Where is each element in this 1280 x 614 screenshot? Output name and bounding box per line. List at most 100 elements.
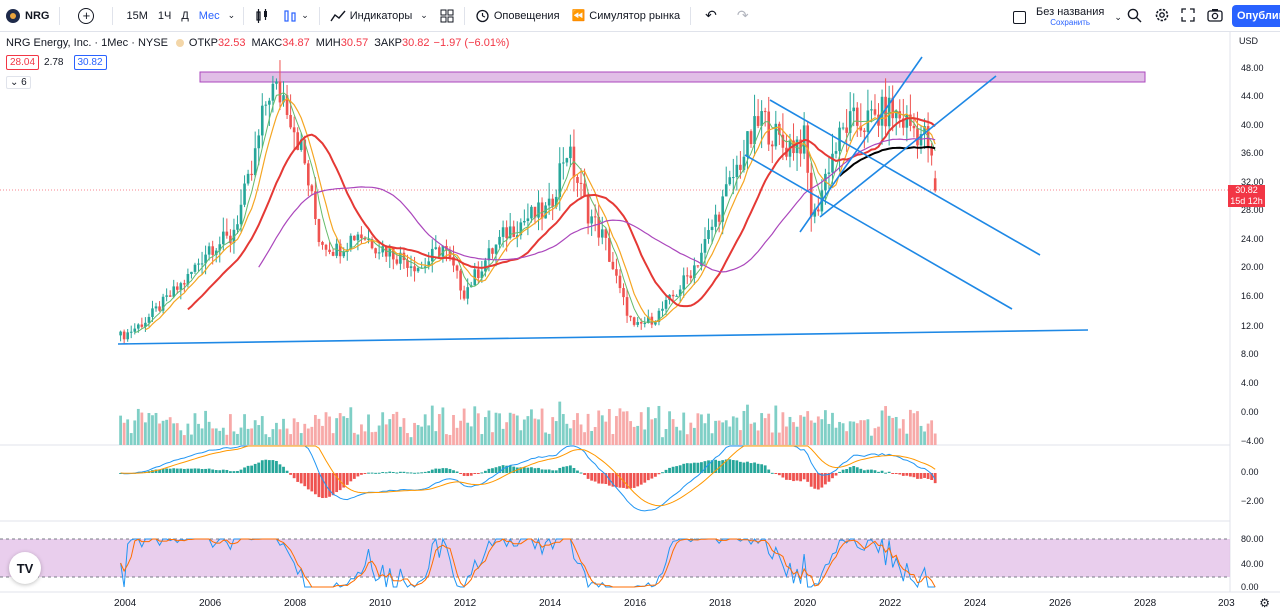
candle-body (409, 266, 413, 268)
resistance-zone[interactable] (199, 71, 1146, 83)
support-trendline[interactable] (117, 329, 1089, 345)
volume-bar (731, 416, 735, 445)
indicators-toggle[interactable]: ⌄ 6 (6, 76, 31, 89)
candle-body (119, 331, 122, 336)
replay-button[interactable]: ⏪ Симулятор рынка (566, 0, 687, 32)
channel-lower-line[interactable] (744, 154, 1013, 310)
channel-upper-line[interactable] (769, 99, 1041, 256)
time-tick: 2012 (454, 598, 477, 609)
macd-histogram-bar (345, 473, 349, 485)
legend-symbol-title[interactable]: NRG Energy, Inc. · 1Мес · NYSE (6, 37, 168, 49)
candle-body (615, 269, 618, 276)
volume-bar (675, 426, 679, 445)
indicators-button[interactable]: Индикаторы ⌄ (324, 0, 434, 32)
chart-style-button[interactable]: ⌄ (276, 0, 315, 32)
macd-axis[interactable]: 0.00 −2.00 (1241, 467, 1264, 506)
ma-fast-line[interactable] (134, 92, 936, 334)
candles-icon (256, 8, 268, 23)
undo-button[interactable]: ↶ (695, 0, 727, 32)
macd-histogram-bar (331, 473, 335, 496)
chart-canvas[interactable]: USD 48.00 44.00 40.00 36.00 32.00 28.00 … (0, 32, 1280, 614)
candle-body (349, 235, 353, 250)
currency-label[interactable]: USD (1239, 36, 1259, 46)
price-axis[interactable]: 48.00 44.00 40.00 36.00 32.00 28.00 24.0… (1241, 63, 1264, 359)
rsi-axis[interactable]: 80.00 40.00 0.00 (1241, 534, 1264, 592)
symbol-logo-icon (6, 8, 20, 23)
candle-body (122, 331, 126, 340)
rising-channel-lower-line[interactable] (819, 75, 997, 218)
ma-long-line[interactable] (258, 137, 936, 273)
macd-histogram-bar (434, 468, 438, 473)
tradingview-logo[interactable]: TV (9, 552, 41, 584)
publish-button[interactable]: Опублик (1232, 5, 1280, 27)
settings-button[interactable] (1154, 7, 1170, 28)
redo-button[interactable]: ↷ (727, 0, 759, 32)
macd-histogram-bar (349, 473, 353, 482)
timeframe-1m[interactable]: Мес (198, 9, 220, 22)
volume-axis[interactable]: 4.00 0.00 −4.00 (1241, 378, 1264, 446)
volume-series (119, 401, 937, 445)
rising-channel-upper-line[interactable] (799, 56, 923, 233)
snapshot-button[interactable] (1207, 8, 1223, 27)
volume-bar (246, 428, 250, 445)
timeframe-dropdown-icon[interactable]: ⌄ (227, 10, 236, 20)
chart-type-button[interactable] (248, 0, 276, 32)
macd-histogram-bar (756, 463, 760, 473)
macd-histogram-bar (561, 466, 565, 473)
macd-histogram-bar (618, 473, 622, 488)
macd-histogram-bar (650, 473, 654, 479)
volume-bar (515, 415, 519, 445)
volume-bar (190, 434, 193, 445)
time-axis-settings-button[interactable]: ⚙ (1259, 596, 1270, 610)
candle-body (285, 95, 289, 115)
volume-bar (877, 426, 880, 445)
layout-save-group[interactable]: Без названия Сохранить ⌄ (1013, 6, 1122, 28)
compare-symbol-button[interactable]: + (64, 0, 108, 32)
macd-histogram-bar (692, 462, 696, 473)
volume-bar (136, 408, 140, 445)
macd-histogram-bar (505, 465, 509, 473)
volume-bar (395, 411, 399, 445)
timeframe-1h[interactable]: 1Ч (157, 9, 172, 22)
price-tick: 24.00 (1241, 234, 1264, 244)
timeframe-1d[interactable]: Д (181, 9, 189, 22)
candle-body (767, 111, 771, 145)
divider (112, 6, 114, 25)
fullscreen-button[interactable] (1181, 8, 1195, 27)
ma-medium-line[interactable] (145, 97, 936, 331)
bid-price-pill[interactable]: 28.04 (6, 55, 40, 70)
stoch-d-line[interactable] (120, 538, 936, 588)
macd-histogram-bar (792, 473, 795, 482)
candle-body (278, 81, 282, 103)
macd-histogram-bar (710, 460, 714, 473)
volume-bar (597, 410, 601, 445)
symbol-search-button[interactable]: NRG (0, 0, 55, 32)
candle-body (523, 220, 526, 223)
timeframe-15m[interactable]: 15M (126, 9, 148, 22)
search-button[interactable] (1127, 8, 1142, 28)
volume-bar (370, 432, 374, 445)
templates-button[interactable] (434, 0, 460, 32)
alerts-button[interactable]: Оповещения (469, 0, 566, 32)
time-axis[interactable]: 2004 2006 2008 2010 2012 2014 2016 2018 … (114, 598, 1235, 609)
macd-histogram-bar (427, 471, 431, 473)
candle-body (204, 254, 207, 264)
macd-signal-line[interactable] (120, 445, 936, 507)
moving-averages (134, 92, 936, 334)
volume-bar (289, 434, 292, 445)
volume-bar (452, 414, 455, 445)
macd-histogram-bar (926, 473, 930, 479)
volume-bar (579, 424, 583, 445)
ask-price-pill[interactable]: 30.82 (73, 55, 107, 70)
volume-bar (905, 433, 909, 445)
macd-histogram-bar (586, 473, 590, 479)
candle-body (282, 95, 285, 103)
macd-histogram-bar (908, 473, 912, 477)
volume-bar (707, 413, 710, 445)
macd-line[interactable] (120, 445, 936, 512)
volume-bar (324, 412, 328, 445)
ma-black-line[interactable] (838, 145, 936, 177)
current-price-value: 30.82 (1235, 185, 1258, 195)
ma-slow-line[interactable] (187, 117, 936, 311)
volume-bar (799, 415, 802, 445)
